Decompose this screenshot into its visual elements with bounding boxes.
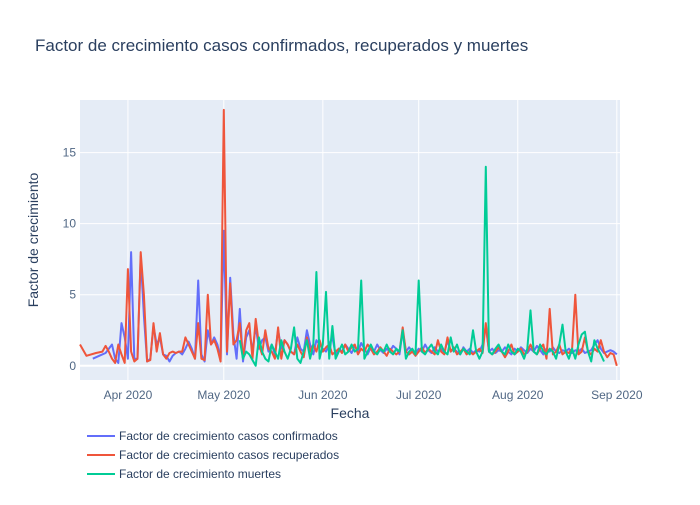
series-line-recuperados[interactable]	[79, 108, 618, 367]
x-tick-label: Jun 2020	[298, 388, 348, 402]
y-tick-label: 15	[63, 146, 77, 160]
legend-label: Factor de crecimiento casos recuperados	[119, 448, 339, 462]
x-tick-label: Apr 2020	[104, 388, 153, 402]
legend-item-muertes[interactable]: Factor de crecimiento muertes	[87, 467, 281, 481]
y-axis-title: Factor de crecimiento	[25, 172, 41, 307]
x-tick-label: Jul 2020	[396, 388, 442, 402]
plot-area	[80, 100, 620, 380]
chart-title: Factor de crecimiento casos confirmados,…	[35, 36, 528, 55]
y-tick-label: 0	[69, 359, 76, 373]
legend-label: Factor de crecimiento muertes	[119, 467, 281, 481]
legend-item-recuperados[interactable]: Factor de crecimiento casos recuperados	[87, 448, 339, 462]
legend[interactable]: Factor de crecimiento casos confirmados F…	[87, 429, 339, 481]
legend-item-confirmados[interactable]: Factor de crecimiento casos confirmados	[87, 429, 338, 443]
x-axis-title: Fecha	[331, 405, 370, 421]
grid-layer	[80, 100, 620, 380]
y-tick-label: 10	[63, 217, 77, 231]
series-line-muertes[interactable]	[238, 165, 605, 367]
legend-label: Factor de crecimiento casos confirmados	[119, 429, 338, 443]
y-tick-label: 5	[69, 288, 76, 302]
series-layer	[79, 108, 618, 367]
tick-label-layer: Apr 2020 May 2020 Jun 2020 Jul 2020 Aug 2020…	[63, 146, 643, 402]
x-tick-label: Aug 2020	[492, 388, 544, 402]
x-tick-label: Sep 2020	[591, 388, 643, 402]
x-tick-label: May 2020	[197, 388, 250, 402]
